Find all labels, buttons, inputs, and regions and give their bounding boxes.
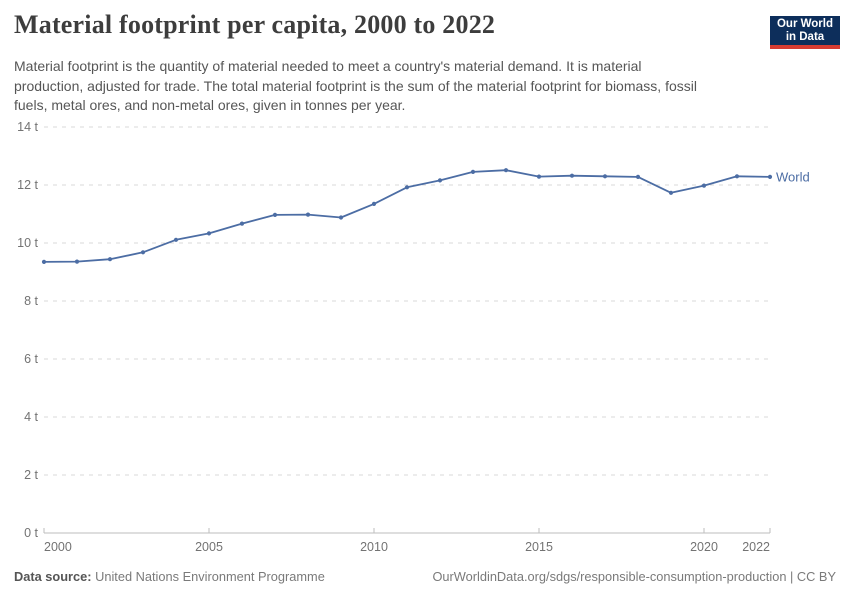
data-source-label: Data source: bbox=[14, 569, 92, 584]
data-point-2015[interactable] bbox=[536, 174, 542, 179]
data-point-2008[interactable] bbox=[305, 212, 311, 217]
data-point-2009[interactable] bbox=[338, 215, 344, 220]
data-point-2007[interactable] bbox=[272, 212, 278, 217]
data-source: Data source: United Nations Environment … bbox=[14, 569, 325, 584]
data-point-2010[interactable] bbox=[371, 201, 377, 206]
x-tick-label: 2005 bbox=[195, 540, 223, 554]
series-line-world[interactable] bbox=[43, 169, 771, 263]
data-point-2012[interactable] bbox=[437, 178, 443, 183]
y-tick-label: 6 t bbox=[24, 352, 38, 366]
data-point-2016[interactable] bbox=[569, 173, 575, 178]
owid-logo-line1: Our World bbox=[776, 17, 833, 30]
data-point-2011[interactable] bbox=[404, 185, 410, 190]
data-point-2004[interactable] bbox=[173, 237, 179, 242]
y-tick-label: 2 t bbox=[24, 468, 38, 482]
data-point-2014[interactable] bbox=[503, 168, 509, 173]
y-tick-label: 14 t bbox=[17, 120, 38, 134]
data-point-2001[interactable] bbox=[74, 259, 80, 264]
y-tick-label: 8 t bbox=[24, 294, 38, 308]
data-point-2005[interactable] bbox=[206, 231, 212, 236]
subtitle-line: Material footprint is the quantity of ma… bbox=[14, 58, 642, 74]
chart-subtitle: Material footprint is the quantity of ma… bbox=[14, 57, 774, 116]
owid-logo[interactable]: Our World in Data bbox=[770, 16, 840, 49]
data-point-2020[interactable] bbox=[701, 183, 707, 188]
data-point-2019[interactable] bbox=[668, 190, 674, 195]
subtitle-line: production, adjusted for trade. The tota… bbox=[14, 77, 697, 94]
y-tick-label: 12 t bbox=[17, 178, 38, 192]
data-point-2003[interactable] bbox=[140, 250, 146, 255]
y-tick-label: 4 t bbox=[24, 410, 38, 424]
y-tick-label: 10 t bbox=[17, 236, 38, 250]
x-tick-label: 2020 bbox=[690, 540, 718, 554]
page-title: Material footprint per capita, 2000 to 2… bbox=[14, 10, 496, 39]
x-tick-label: 2015 bbox=[525, 540, 553, 554]
data-source-value: United Nations Environment Programme bbox=[91, 569, 325, 584]
x-tick-label: 2022 bbox=[742, 540, 770, 554]
subtitle-line: fuels, metal ores, and non-metal ores, g… bbox=[14, 97, 406, 113]
attribution-link[interactable]: OurWorldinData.org/sdgs/responsible-cons… bbox=[432, 569, 836, 584]
x-tick-label: 2010 bbox=[360, 540, 388, 554]
data-point-2002[interactable] bbox=[107, 257, 113, 262]
data-point-2022[interactable] bbox=[767, 174, 773, 179]
chart-footer: Data source: United Nations Environment … bbox=[14, 569, 836, 584]
data-point-2000[interactable] bbox=[41, 259, 47, 264]
owid-logo-line2: in Data bbox=[785, 30, 825, 43]
data-point-2018[interactable] bbox=[635, 174, 641, 179]
data-point-2006[interactable] bbox=[239, 221, 245, 226]
data-point-2021[interactable] bbox=[734, 174, 740, 179]
data-point-2017[interactable] bbox=[602, 174, 608, 179]
y-tick-label: 0 t bbox=[24, 526, 38, 540]
series-end-label-world[interactable]: World bbox=[776, 169, 810, 184]
data-point-2013[interactable] bbox=[470, 169, 476, 174]
x-tick-label: 2000 bbox=[44, 540, 72, 554]
